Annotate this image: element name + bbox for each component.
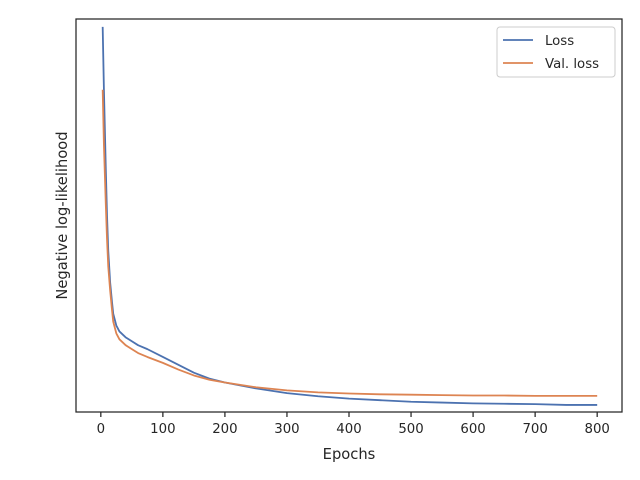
x-tick-label: 300	[274, 422, 299, 437]
x-tick-label: 400	[336, 422, 361, 437]
x-tick-label: 800	[584, 422, 609, 437]
legend: Loss Val. loss	[496, 26, 616, 78]
x-tick-label: 100	[150, 422, 175, 437]
x-tick-label: 700	[522, 422, 547, 437]
series-line-2	[101, 89, 598, 397]
x-tick-label: 200	[212, 422, 237, 437]
x-tick-label: 600	[460, 422, 485, 437]
x-tick-label: 500	[398, 422, 423, 437]
x-axis-ticks: 0 100 200 300 400 500 600 700 800	[97, 412, 610, 437]
x-tick-label: 0	[97, 422, 105, 437]
legend-label: Val. loss	[545, 57, 599, 72]
legend-label: Loss	[545, 34, 574, 49]
x-axis-label: Epochs	[323, 446, 376, 463]
y-axis-label: Negative log-likelihood	[54, 131, 71, 299]
series-lines	[101, 26, 598, 406]
